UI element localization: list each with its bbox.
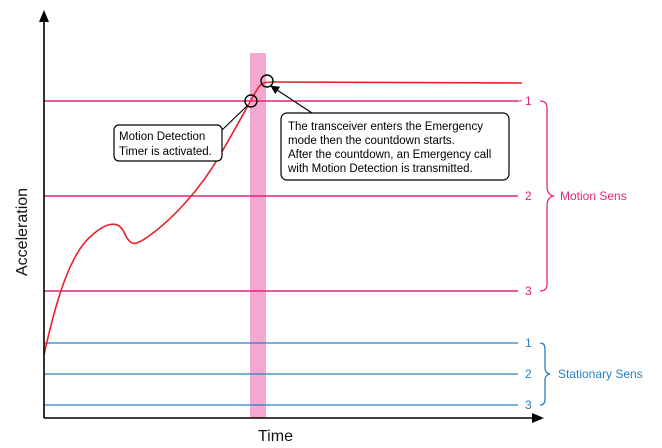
motion-sens-level-2: 2 bbox=[525, 189, 532, 203]
stationary-sens-brace bbox=[539, 342, 551, 406]
x-axis-label: Time bbox=[258, 428, 293, 445]
x-axis-arrow bbox=[532, 413, 544, 423]
emergency-callout-line-1: The transceiver enters the Emergency bbox=[288, 121, 483, 133]
motion-sens-label: Motion Sens bbox=[560, 189, 627, 203]
timer-callout-box bbox=[113, 124, 223, 162]
acceleration-curve bbox=[43, 81, 523, 356]
timer-callout-line-2: Timer is activated. bbox=[119, 146, 212, 158]
stationary-sens-level-1: 1 bbox=[525, 336, 532, 350]
emergency-marker-circle bbox=[260, 74, 274, 88]
emergency-callout-line-3: After the countdown, an Emergency call bbox=[288, 149, 491, 161]
emergency-leader-line bbox=[270, 85, 313, 114]
stationary-sens-level-3: 3 bbox=[525, 398, 532, 412]
emergency-callout-line-2: mode then the countdown starts. bbox=[288, 135, 455, 147]
timer-marker-circle bbox=[244, 94, 258, 108]
motion-sens-level-1: 1 bbox=[525, 94, 532, 108]
highlight-band bbox=[250, 53, 266, 418]
motion-sens-brace bbox=[539, 100, 556, 292]
stationary-sens-level-2: 2 bbox=[525, 367, 532, 381]
y-axis-arrow bbox=[39, 10, 49, 22]
emergency-callout-box bbox=[280, 112, 510, 181]
timer-callout-line-1: Motion Detection bbox=[119, 131, 205, 143]
y-axis-label: Acceleration bbox=[14, 188, 31, 276]
stationary-sens-label: Stationary Sens bbox=[558, 367, 643, 381]
timer-leader-line bbox=[221, 105, 248, 131]
motion-sens-hook-1 bbox=[517, 99, 523, 102]
emergency-callout-line-4: with Motion Detection is transmitted. bbox=[287, 163, 473, 175]
motion-sens-level-3: 3 bbox=[525, 284, 532, 298]
